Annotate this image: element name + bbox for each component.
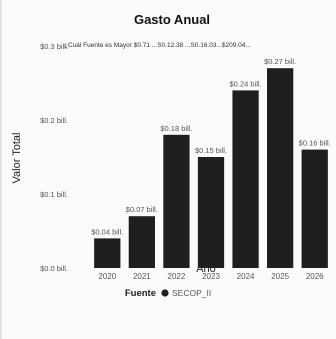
- legend-title: Fuente: [125, 288, 156, 299]
- data-label: $0.24 bill.: [230, 79, 262, 88]
- data-label: $0.27 bill.: [264, 57, 296, 66]
- bar-2022[interactable]: [163, 134, 190, 268]
- x-tick-label: 2023: [202, 272, 220, 281]
- x-tick-label: 2021: [133, 272, 151, 281]
- y-tick-label: $0.2 bill.: [40, 116, 68, 125]
- x-tick-label: 2020: [98, 272, 116, 281]
- legend: Fuente SECOP_II: [125, 288, 211, 299]
- y-tick-label: $0.3 bill.: [40, 42, 68, 51]
- y-tick-label: $0.0 bill.: [40, 264, 68, 273]
- bar-2023[interactable]: [197, 157, 225, 268]
- y-axis-title: Valor Total: [11, 133, 23, 184]
- bar-2025[interactable]: [267, 68, 294, 268]
- legend-swatch: [161, 289, 169, 297]
- chart-title: Gasto Anual: [134, 12, 210, 27]
- data-label: $0.07 bill.: [126, 205, 158, 214]
- x-tick-label: 2025: [271, 272, 289, 281]
- x-axis-title: Año: [196, 263, 216, 275]
- y-tick-label: $0.1 bill.: [40, 190, 68, 199]
- data-label: $0.16 bill.: [299, 139, 331, 148]
- data-label: $0.18 bill.: [160, 124, 192, 133]
- bar-2020[interactable]: [94, 238, 121, 268]
- data-label: $0.15 bill.: [195, 146, 227, 155]
- data-label: $0.04 bill.: [91, 227, 123, 236]
- x-tick-label: 2024: [237, 272, 255, 281]
- chart-annotation: ¿Cuál Fuente es Mayor $0.71 ...S0.12.38 …: [64, 42, 251, 49]
- bar-2021[interactable]: [128, 216, 155, 268]
- legend-item-label: SECOP_II: [172, 288, 211, 298]
- bar-2026[interactable]: [301, 149, 328, 268]
- x-tick-label: 2026: [306, 272, 324, 281]
- x-tick-label: 2022: [168, 272, 186, 281]
- bar-2024[interactable]: [232, 90, 259, 269]
